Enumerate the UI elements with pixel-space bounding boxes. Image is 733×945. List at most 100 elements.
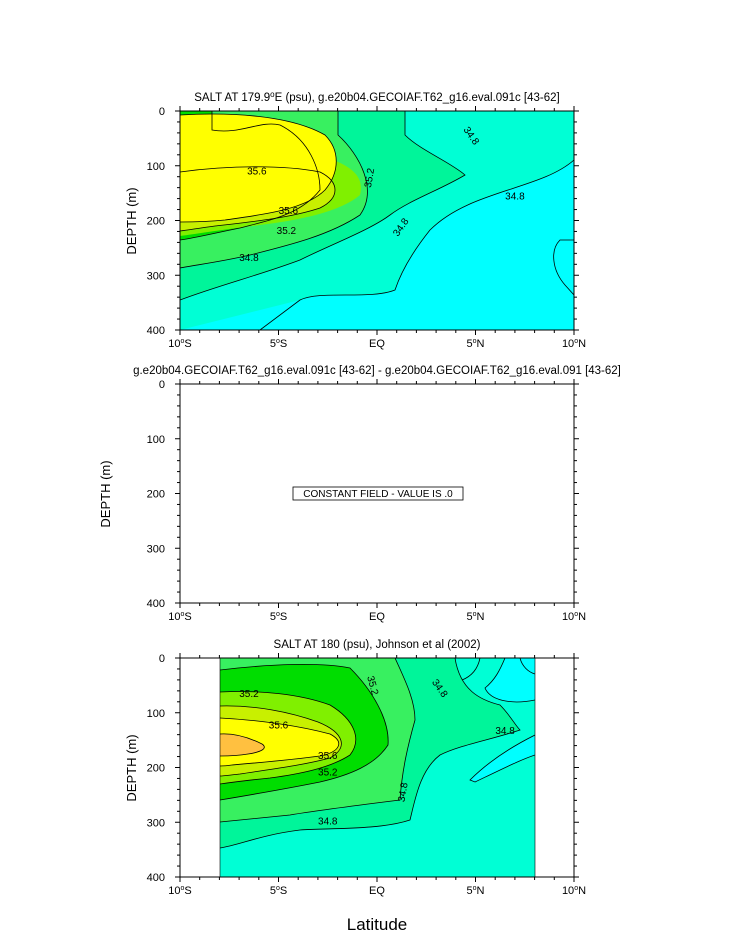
x-tick-label: EQ bbox=[369, 338, 385, 350]
panel-1-contour-line bbox=[180, 111, 466, 301]
contour-label: 35.2 bbox=[277, 226, 297, 237]
panel-1-contour-line bbox=[259, 159, 574, 330]
x-axis-title: Latitude bbox=[347, 915, 408, 934]
panel-1-title: SALT AT 179.9oE (psu), g.e20b04.GECOIAF.… bbox=[194, 90, 559, 104]
panel-3-contour-line bbox=[220, 733, 265, 757]
contour-label: 35.6 bbox=[279, 206, 299, 217]
panel-1-title-main: SALT AT 179.9 bbox=[194, 92, 270, 104]
panel-3-contour-line bbox=[220, 663, 389, 801]
contour-label-text: 35.2 bbox=[239, 689, 259, 700]
y-tick-label: 400 bbox=[147, 325, 165, 337]
y-tick-label: 0 bbox=[159, 106, 165, 118]
panel-3-contour-line bbox=[461, 658, 481, 681]
panel-3-ticks bbox=[175, 653, 579, 882]
panel-3-contour-line bbox=[220, 717, 340, 767]
y-tick-label: 0 bbox=[159, 653, 165, 665]
x-tick-label: 5oS bbox=[270, 885, 287, 897]
contour-label-text: 34.8 bbox=[396, 781, 410, 803]
y-tick-label: 400 bbox=[147, 872, 165, 884]
panel-2-title: g.e20b04.GECOIAF.T62_g16.eval.091c [43-6… bbox=[133, 365, 621, 377]
panel-3-contour-line bbox=[220, 658, 521, 849]
panel-3-contour-line bbox=[484, 658, 535, 703]
x-tick-label: EQ bbox=[369, 885, 385, 897]
x-tick-label: 5oN bbox=[467, 338, 485, 350]
x-tick-label: 10oS bbox=[168, 338, 192, 350]
contour-label-text: 35.2 bbox=[318, 767, 338, 778]
y-tick-label: 300 bbox=[147, 270, 165, 282]
contour-label: 35.2 bbox=[318, 767, 338, 778]
y-tick-label: 100 bbox=[147, 708, 165, 720]
x-tick-label: EQ bbox=[369, 611, 385, 623]
contour-label-text: 35.6 bbox=[318, 751, 338, 762]
panel-3-fill-cyan bbox=[485, 658, 535, 702]
x-tick-label: 10oS bbox=[168, 611, 192, 623]
contour-label-text: 34.8 bbox=[495, 726, 515, 737]
panel-1-fill-yellow bbox=[180, 114, 337, 222]
y-tick-label: 400 bbox=[147, 598, 165, 610]
panel-3-title: SALT AT 180 (psu), Johnson et al (2002) bbox=[274, 639, 481, 651]
contour-label-text: 34.8 bbox=[505, 191, 525, 202]
panel-1-title-rest: E (psu), g.e20b04.GECOIAF.T62_g16.eval.0… bbox=[275, 92, 560, 104]
panel-1-ylabel: DEPTH (m) bbox=[124, 187, 139, 254]
contour-label-text: 35.6 bbox=[279, 206, 299, 217]
panel-1-title-degree: o bbox=[270, 90, 275, 99]
x-tick-label: 5oN bbox=[467, 611, 485, 623]
panel-1-contour-line bbox=[553, 239, 574, 296]
panel-1: 35.635.635.234.835.234.834.834.8 SALT AT… bbox=[124, 90, 579, 335]
x-tick-label: 10oN bbox=[562, 611, 586, 623]
contour-label: 35.2 bbox=[239, 689, 259, 700]
panel-1-ticks bbox=[175, 106, 579, 335]
contour-label: 35.6 bbox=[269, 720, 289, 731]
contour-label: 35.6 bbox=[247, 167, 267, 178]
contour-label-text: 35.2 bbox=[363, 167, 377, 189]
x-tick-label: 5oN bbox=[467, 885, 485, 897]
contour-label-text: 35.2 bbox=[364, 675, 380, 697]
contour-label-text: 34.8 bbox=[239, 253, 259, 264]
y-tick-label: 0 bbox=[159, 379, 165, 391]
panel-3-fill bbox=[220, 658, 535, 877]
y-tick-label: 100 bbox=[147, 434, 165, 446]
panel-1-contour-line bbox=[180, 113, 337, 223]
y-tick-label: 300 bbox=[147, 543, 165, 555]
panel-3-ylabel: DEPTH (m) bbox=[124, 734, 139, 801]
x-tick-label: 10oS bbox=[168, 885, 192, 897]
y-tick-label: 200 bbox=[147, 489, 165, 501]
x-tick-label: 5oS bbox=[270, 611, 287, 623]
contour-label: 34.8 bbox=[318, 817, 338, 828]
x-tick-label: 10oN bbox=[562, 338, 586, 350]
panel-1-contour-line bbox=[180, 111, 321, 241]
contour-label-text: 34.8 bbox=[318, 817, 338, 828]
panel-3-fill-orange bbox=[220, 733, 265, 756]
panel-3-contour-line bbox=[220, 691, 357, 785]
panel-1-fill bbox=[180, 111, 574, 330]
panel-2: g.e20b04.GECOIAF.T62_g16.eval.091c [43-6… bbox=[98, 365, 621, 608]
contour-label: 35.2 bbox=[364, 675, 380, 697]
panel-1-contour-lines bbox=[180, 111, 574, 330]
contour-label: 34.8 bbox=[239, 253, 259, 264]
panel-3-contour-line bbox=[220, 658, 416, 823]
contour-label: 35.6 bbox=[318, 751, 338, 762]
y-tick-label: 200 bbox=[147, 216, 165, 228]
contour-label-text: 35.6 bbox=[269, 720, 289, 731]
x-tick-label: 10oN bbox=[562, 885, 586, 897]
panel-3: 35.235.635.635.234.835.234.834.834.8 SAL… bbox=[124, 639, 579, 882]
x-tick-label: 5oS bbox=[270, 338, 287, 350]
contour-label-text: 35.6 bbox=[247, 167, 267, 178]
contour-label: 34.8 bbox=[505, 191, 525, 202]
panel-3-contour-line bbox=[519, 658, 535, 675]
contour-label-text: 35.2 bbox=[277, 226, 297, 237]
constant-field-box bbox=[292, 486, 464, 501]
panel-1-fill-cyan-patch bbox=[553, 240, 574, 295]
contour-label: 35.2 bbox=[363, 167, 377, 189]
panel-1-contour-line bbox=[180, 111, 368, 269]
panel-2-ylabel: DEPTH (m) bbox=[98, 460, 113, 527]
contour-label: 34.8 bbox=[495, 726, 515, 737]
panel-3-contour-line bbox=[469, 734, 535, 783]
y-tick-label: 100 bbox=[147, 161, 165, 173]
panel-1-contour-line bbox=[180, 166, 336, 232]
panel-2-ticks bbox=[175, 379, 579, 608]
panel-3-contour-lines bbox=[220, 658, 535, 849]
y-tick-label: 300 bbox=[147, 817, 165, 829]
y-tick-label: 200 bbox=[147, 763, 165, 775]
